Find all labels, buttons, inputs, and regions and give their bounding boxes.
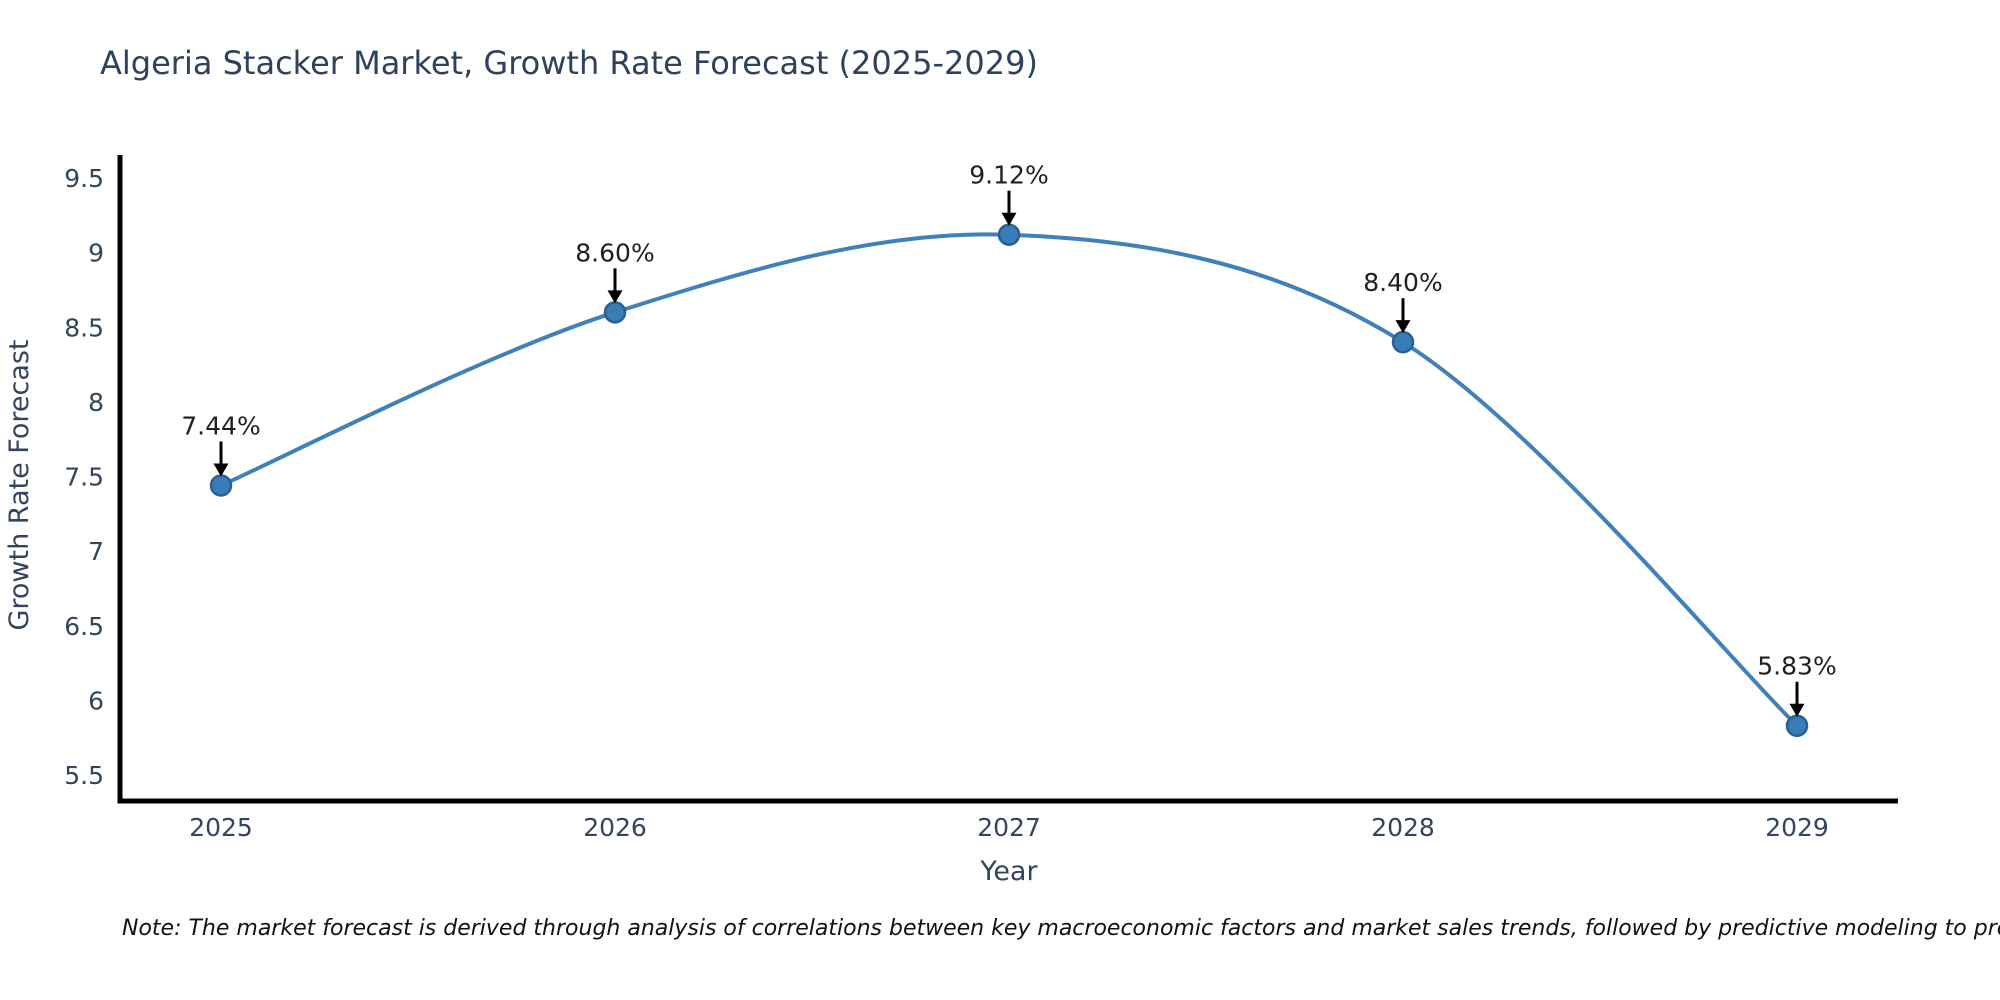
- x-tick-label: 2029: [1765, 813, 1829, 842]
- x-axis-title: Year: [979, 856, 1038, 887]
- data-point-marker: [997, 223, 1021, 246]
- annotation-label: 9.12%: [969, 161, 1048, 190]
- x-axis-tick-labels: 2025 2026 2027 2028 2029: [189, 813, 1829, 842]
- footnote: Note: The market forecast is derived thr…: [122, 916, 2000, 941]
- y-axis-title: Growth Rate Forecast: [4, 339, 35, 630]
- annotation-arrow-head: [1395, 320, 1411, 334]
- annotation-label: 5.83%: [1757, 652, 1836, 681]
- y-tick-label: 9.5: [64, 164, 104, 193]
- x-tick-label: 2026: [583, 813, 647, 842]
- annotation-arrow-head: [1789, 703, 1805, 717]
- y-tick-label: 7.5: [64, 463, 104, 492]
- data-point-marker: [1391, 330, 1415, 354]
- data-point-marker: [209, 474, 233, 497]
- x-tick-label: 2025: [189, 813, 253, 842]
- series-group: [209, 223, 1809, 737]
- y-tick-label: 7: [88, 537, 104, 566]
- annotation-arrow-head: [607, 290, 623, 304]
- axis-spines: [117, 155, 1898, 804]
- x-tick-label: 2027: [977, 813, 1041, 842]
- annotations-group: 7.44% 8.60% 9.12% 8.40% 5.83%: [181, 161, 1837, 717]
- axis-spine: [117, 155, 1898, 804]
- annotation-arrow-head: [1001, 212, 1017, 226]
- y-axis-tick-labels: 5.5 6 6.5 7 7.5 8 8.5 9 9.5: [64, 164, 104, 790]
- y-tick-label: 9: [88, 239, 104, 268]
- y-tick-label: 8: [88, 388, 104, 417]
- data-point-marker: [603, 301, 627, 324]
- annotation-arrow-head: [213, 463, 229, 477]
- chart-title: Algeria Stacker Market, Growth Rate Fore…: [100, 44, 1038, 82]
- y-tick-label: 5.5: [64, 761, 104, 790]
- x-tick-label: 2028: [1371, 813, 1435, 842]
- y-tick-label: 6: [88, 686, 104, 715]
- y-tick-label: 8.5: [64, 313, 104, 342]
- annotation-label: 8.40%: [1363, 268, 1442, 297]
- annotation-label: 7.44%: [181, 411, 260, 440]
- y-tick-label: 6.5: [64, 612, 104, 641]
- data-point-marker: [1785, 714, 1809, 737]
- series-line: [219, 232, 1799, 728]
- annotation-label: 8.60%: [575, 238, 654, 267]
